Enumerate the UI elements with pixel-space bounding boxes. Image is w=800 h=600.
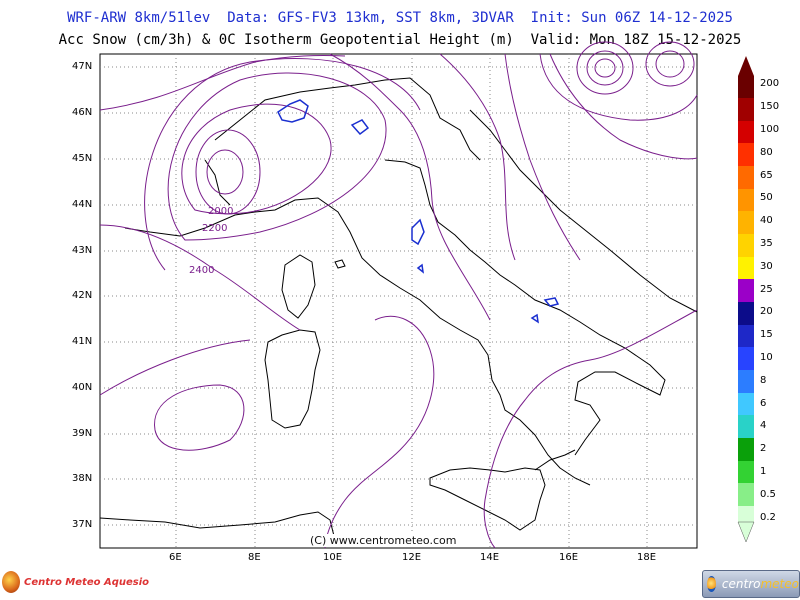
legend-label: 80 [760, 147, 773, 158]
legend-label: 0.5 [760, 489, 776, 500]
logo-left-text: Centro Meteo Aquesio [24, 576, 149, 588]
legend-label: 20 [760, 306, 773, 317]
snow-areas [277, 99, 560, 324]
contour-label-2200: 2200 [202, 223, 227, 234]
lat-label-43n: 43N [72, 245, 93, 256]
header-model-info: WRF-ARW 8km/51lev Data: GFS-FV3 13km, SS… [67, 10, 733, 26]
logo-right-text: centrometeo [719, 577, 799, 591]
centro-meteo-aquesio-logo[interactable]: Centro Meteo Aquesio [2, 570, 149, 594]
legend-label: 40 [760, 215, 773, 226]
legend-arrow-bottom [737, 521, 755, 543]
legend-colorbar [737, 56, 755, 543]
isotherm-contours [99, 41, 698, 549]
legend-label: 150 [760, 101, 780, 112]
lat-label-38n: 38N [72, 473, 93, 484]
globe-logo-icon [707, 576, 716, 592]
map-frame [99, 53, 698, 549]
legend-label: 65 [760, 170, 773, 181]
legend-label: 200 [760, 78, 780, 89]
legend-label: 30 [760, 261, 773, 272]
legend-label: 10 [760, 352, 773, 363]
lat-label-45n: 45N [72, 153, 93, 164]
legend-label: 0.2 [760, 512, 776, 523]
logo-right-text-b: meteo [760, 577, 799, 591]
lon-label-10e: 10E [323, 552, 343, 563]
legend-label: 15 [760, 329, 773, 340]
legend-label: 6 [760, 398, 767, 409]
sun-logo-icon [2, 571, 20, 593]
legend-label: 2 [760, 443, 767, 454]
contour-label-2400: 2400 [189, 265, 214, 276]
lon-label-8e: 8E [248, 552, 261, 563]
legend-label: 1 [760, 466, 767, 477]
lon-label-18e: 18E [637, 552, 657, 563]
centrometeo-logo[interactable]: centrometeo [702, 570, 800, 598]
header-field-info: Acc Snow (cm/3h) & 0C Isotherm Geopotent… [58, 32, 742, 48]
lat-label-40n: 40N [72, 382, 93, 393]
lat-label-42n: 42N [72, 290, 93, 301]
map-credit: (C) www.centrometeo.com [310, 534, 457, 547]
legend-label: 25 [760, 284, 773, 295]
lat-label-47n: 47N [72, 61, 93, 72]
legend-label: 8 [760, 375, 767, 386]
legend-label: 50 [760, 192, 773, 203]
legend-arrow-top [738, 56, 754, 76]
lon-label-16e: 16E [559, 552, 579, 563]
legend-label: 100 [760, 124, 780, 135]
legend-label: 35 [760, 238, 773, 249]
lat-label-41n: 41N [72, 336, 93, 347]
coastlines [99, 77, 698, 541]
lat-label-39n: 39N [72, 428, 93, 439]
contour-label-2000: 2000 [208, 206, 233, 217]
lat-label-46n: 46N [72, 107, 93, 118]
lat-label-37n: 37N [72, 519, 93, 530]
lat-label-44n: 44N [72, 199, 93, 210]
legend-label: 4 [760, 420, 767, 431]
lon-label-12e: 12E [402, 552, 422, 563]
logo-right-text-a: centro [721, 577, 761, 591]
lon-label-14e: 14E [480, 552, 500, 563]
lon-label-6e: 6E [169, 552, 182, 563]
